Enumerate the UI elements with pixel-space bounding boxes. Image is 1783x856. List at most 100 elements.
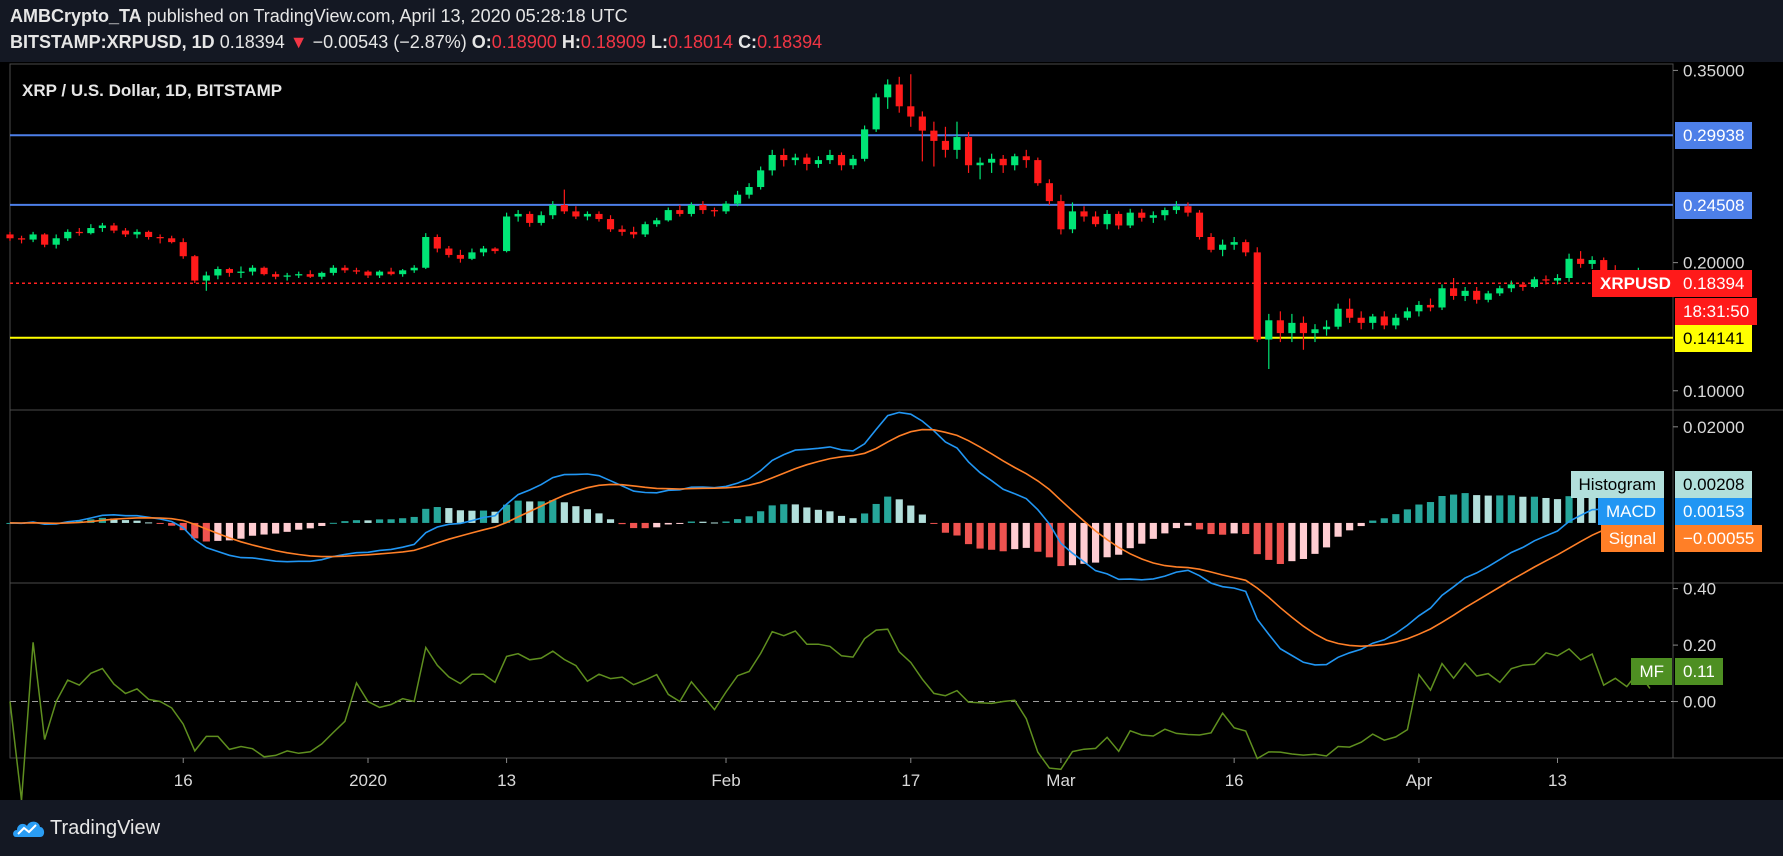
- chart-title: XRP / U.S. Dollar, 1D, BITSTAMP: [22, 81, 282, 100]
- candle-body: [872, 97, 880, 130]
- candle-body: [710, 210, 719, 212]
- histogram-bar: [1577, 496, 1585, 523]
- histogram-bar: [583, 509, 592, 523]
- histogram-bar: [260, 522, 268, 535]
- histogram-bar: [248, 522, 257, 536]
- x-tick-label: Apr: [1406, 771, 1433, 790]
- candle-body: [121, 230, 130, 235]
- candle-body: [664, 210, 672, 221]
- candle-body: [988, 158, 996, 163]
- candle-body: [941, 140, 950, 150]
- histogram-bar: [133, 520, 141, 523]
- histogram-bar: [1184, 522, 1192, 526]
- candle-body: [861, 129, 869, 159]
- candle-body: [1253, 252, 1261, 340]
- candle-body: [1369, 316, 1377, 323]
- candle-body: [1149, 215, 1157, 218]
- candle-body: [1219, 244, 1227, 250]
- histogram-bar: [618, 522, 626, 525]
- histogram-bar: [514, 500, 522, 523]
- candle-body: [75, 231, 83, 234]
- publish-line: AMBCrypto_TA published on TradingView.co…: [10, 6, 628, 27]
- histogram-bar: [1346, 522, 1354, 531]
- candle-body: [433, 237, 441, 249]
- histogram-bar: [156, 522, 164, 524]
- last-price-label: 0.18394: [1675, 270, 1753, 298]
- candle-body: [907, 106, 915, 117]
- x-tick-label: 16: [1225, 771, 1244, 790]
- candle-body: [168, 238, 176, 243]
- candle-body: [295, 274, 303, 276]
- histogram-bar: [560, 502, 568, 523]
- mf-name-label: MF: [1631, 657, 1672, 685]
- histogram-bar: [884, 496, 892, 523]
- candle-body: [549, 204, 557, 216]
- bar-countdown-label: 18:31:50: [1675, 298, 1758, 326]
- candle-body: [1068, 211, 1077, 230]
- candle-body: [1080, 211, 1088, 217]
- histogram-bar: [468, 510, 476, 523]
- histogram-bar: [1242, 522, 1250, 535]
- candle-body: [1276, 320, 1284, 334]
- tradingview-cloud-icon: [13, 821, 45, 837]
- histogram-bar: [1553, 499, 1562, 523]
- signal-line: [9, 428, 1650, 648]
- candle-body: [976, 162, 984, 166]
- histogram-bar: [849, 518, 857, 523]
- histogram-bar: [1507, 495, 1515, 523]
- candle-body: [364, 271, 372, 276]
- candle-body: [179, 242, 187, 257]
- candle-body: [526, 213, 534, 223]
- histogram-bar: [699, 521, 707, 523]
- histogram-bar: [814, 509, 822, 523]
- histogram-bar: [503, 504, 511, 523]
- candle-body: [653, 220, 661, 225]
- candle-body: [145, 231, 153, 237]
- candle-body: [791, 157, 799, 161]
- histogram-bar: [595, 513, 603, 523]
- candle-body: [1022, 156, 1030, 161]
- candle-body: [399, 270, 407, 275]
- candle-body: [953, 137, 961, 150]
- histogram-bar: [225, 522, 234, 541]
- histogram-bar: [1057, 522, 1065, 567]
- candle-body: [491, 248, 499, 252]
- candle-body: [133, 231, 141, 235]
- x-tick-label: Mar: [1046, 771, 1076, 790]
- price-tick-label: 0.10000: [1683, 382, 1744, 401]
- candle-body: [110, 225, 118, 231]
- histogram-bar: [664, 522, 672, 525]
- histogram-bar: [1403, 509, 1411, 523]
- tradingview-brand[interactable]: TradingView: [50, 817, 161, 839]
- histogram-bar: [988, 522, 996, 550]
- candle-body: [1265, 320, 1273, 340]
- level-value-label: 0.14141: [1675, 324, 1753, 352]
- histogram-bar: [1288, 522, 1296, 562]
- candle-body: [1415, 304, 1423, 312]
- candle-body: [1207, 237, 1215, 250]
- histogram-bar: [941, 522, 950, 533]
- price-chart[interactable]: 16 2020 13 Feb 17 Mar 16 Apr 130.350000.200000.1…: [0, 0, 1783, 800]
- candle-body: [1473, 290, 1481, 300]
- candle-body: [1553, 278, 1562, 281]
- candle-body: [1357, 317, 1365, 323]
- histogram-bar: [1195, 522, 1204, 530]
- candle-body: [583, 213, 592, 217]
- candle-body: [1449, 288, 1458, 296]
- histogram-bar: [364, 520, 372, 523]
- publisher-name[interactable]: AMBCrypto_TA: [10, 6, 142, 26]
- candle-body: [722, 203, 730, 212]
- histogram-bar: [768, 505, 776, 523]
- candle-body: [1045, 183, 1053, 202]
- histogram-bar: [1392, 514, 1400, 523]
- candle-body: [757, 170, 765, 188]
- histogram-bar: [537, 501, 545, 523]
- histogram-bar: [1530, 496, 1538, 523]
- histogram-bar: [1161, 522, 1169, 534]
- histogram-bar: [1415, 504, 1423, 523]
- histogram-bar: [445, 508, 453, 523]
- histogram-bar: [964, 522, 973, 545]
- histogram-bar: [1461, 493, 1469, 523]
- x-tick-label: Feb: [711, 771, 740, 790]
- mf-tick-label: 0.20: [1683, 636, 1716, 655]
